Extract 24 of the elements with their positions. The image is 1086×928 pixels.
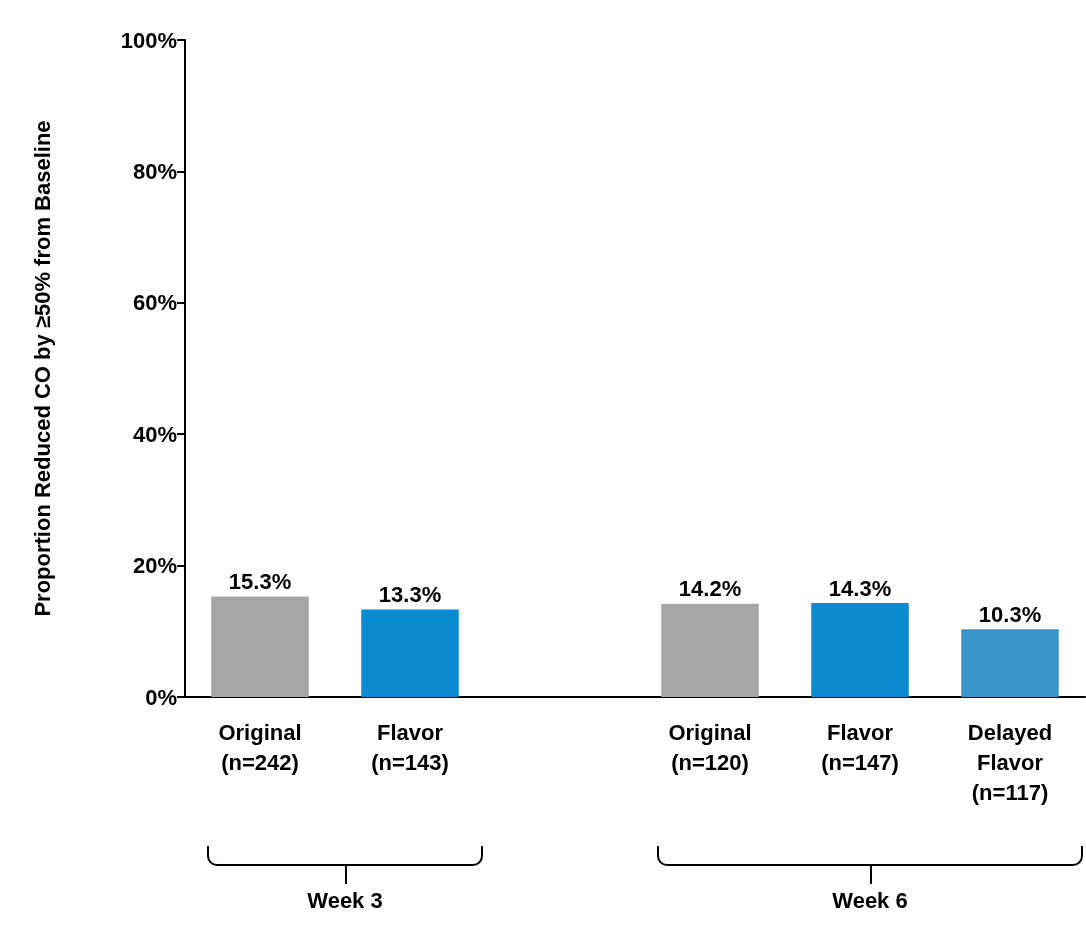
y-axis-title: Proportion Reduced CO by ≥50% from Baseline	[29, 120, 55, 617]
x-tick-label: Flavor (n=147)	[821, 719, 899, 775]
bar	[361, 609, 459, 697]
bar	[211, 596, 309, 697]
bar	[961, 629, 1059, 697]
y-tick-label: 60%	[132, 290, 177, 316]
y-tick-label: 20%	[132, 553, 177, 579]
data-label: 15.3%	[228, 568, 292, 594]
y-tick-label: 0%	[145, 684, 177, 710]
bar	[811, 603, 909, 697]
x-tick-label: Delayed Flavor (n=117)	[967, 719, 1053, 805]
data-label: 10.3%	[978, 601, 1042, 627]
data-label: 13.3%	[378, 582, 442, 608]
data-label: 14.3%	[828, 575, 892, 601]
y-tick-label: 40%	[132, 421, 177, 447]
x-tick-label: Original (n=242)	[218, 719, 302, 775]
text: Week 3	[306, 888, 384, 914]
data-label: 14.2%	[678, 576, 742, 602]
y-tick-label: 100%	[120, 27, 177, 53]
x-tick-label: Original (n=120)	[668, 719, 752, 775]
text: Week 6	[831, 888, 909, 914]
bar	[661, 603, 759, 697]
x-tick-label: Flavor (n=143)	[371, 719, 449, 775]
y-tick-label: 80%	[132, 158, 177, 184]
